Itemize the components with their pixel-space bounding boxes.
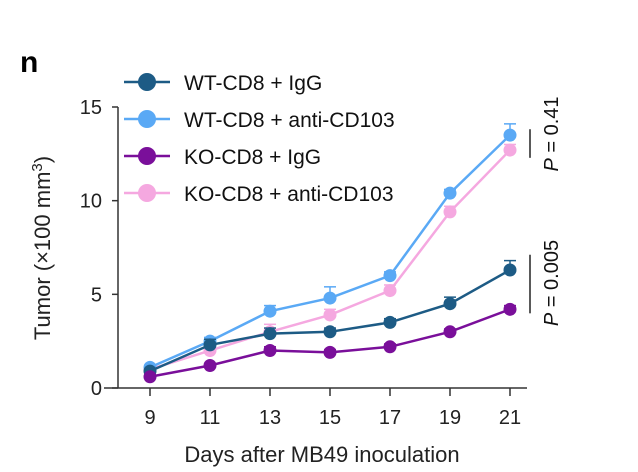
data-point [263, 344, 277, 358]
series-wt-cd8-igg [143, 259, 517, 378]
data-point [263, 327, 277, 341]
data-point [443, 325, 457, 339]
y-tick-label: 0 [91, 378, 102, 400]
legend-marker-icon [138, 73, 156, 91]
p-symbol: P [541, 158, 563, 172]
legend: WT-CD8 + IgG WT-CD8 + anti-CD103 KO-CD8 + … [124, 72, 395, 206]
data-point [323, 345, 337, 359]
legend-item: KO-CD8 + IgG [124, 146, 321, 169]
x-tick-label: 15 [319, 407, 341, 429]
x-axis-title: Days after MB49 inoculation [184, 442, 459, 467]
legend-item: WT-CD8 + anti-CD103 [124, 109, 395, 132]
data-point [443, 297, 457, 311]
x-tick-label: 17 [379, 407, 401, 429]
legend-item: WT-CD8 + IgG [124, 72, 322, 95]
data-point [383, 340, 397, 354]
panel-label: n [20, 46, 38, 79]
legend-label: WT-CD8 + anti-CD103 [184, 109, 395, 132]
data-point [503, 302, 517, 316]
y-axis-title: Tumor (×100 mm3) [29, 156, 55, 340]
x-tick-label: 19 [439, 407, 461, 429]
y-title-rest: ) [30, 156, 55, 163]
axes: 0 5 10 15 9 11 13 15 17 19 21 [80, 97, 527, 429]
data-point [383, 269, 397, 283]
data-point [443, 186, 457, 200]
legend-marker-icon [138, 110, 156, 128]
series-ko-cd8-anti-cd103 [143, 143, 517, 376]
legend-label: KO-CD8 + anti-CD103 [184, 183, 394, 206]
series-group [143, 123, 517, 384]
x-tick-label: 11 [200, 407, 221, 429]
legend-item: KO-CD8 + anti-CD103 [124, 183, 394, 206]
x-tick-label: 21 [499, 407, 521, 429]
legend-label: KO-CD8 + IgG [184, 146, 321, 169]
x-tick-label: 13 [259, 407, 281, 429]
data-point [503, 128, 517, 142]
legend-label: WT-CD8 + IgG [184, 72, 322, 95]
superscript: 3 [29, 163, 46, 171]
data-point [143, 370, 157, 384]
x-tick-label: 9 [144, 407, 155, 429]
legend-marker-icon [138, 184, 156, 202]
data-point [503, 143, 517, 157]
data-point [443, 205, 457, 219]
data-point [323, 308, 337, 322]
legend-marker-icon [138, 147, 156, 165]
data-point [203, 359, 217, 373]
y-tick-label: 5 [91, 284, 102, 306]
series-ko-cd8-igg [143, 302, 517, 384]
p-value-label: P = 0.005 [541, 240, 563, 326]
data-point [503, 263, 517, 277]
y-tick-label: 15 [80, 97, 102, 119]
p-value-label: P = 0.41 [541, 96, 563, 171]
data-point [323, 291, 337, 305]
p-symbol: P [541, 312, 563, 326]
data-point [263, 304, 277, 318]
y-tick-label: 10 [80, 191, 102, 213]
data-point [203, 338, 217, 352]
data-point [323, 325, 337, 339]
data-point [383, 284, 397, 298]
data-point [383, 315, 397, 329]
annotations: P = 0.41 P = 0.005 [529, 96, 563, 326]
